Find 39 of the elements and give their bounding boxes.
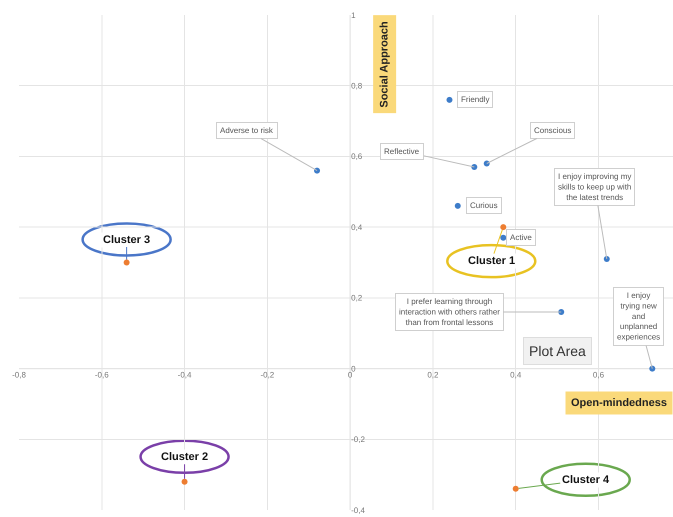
x-axis-title: Open-mindedness [571, 397, 667, 409]
point [454, 202, 461, 209]
annotation: I enjoy improving my skills to keep up with the latest trends [558, 172, 632, 202]
annotation: Friendly [461, 95, 490, 104]
annotation: Reflective [384, 147, 420, 156]
y-tick-label: 0,8 [351, 82, 363, 91]
x-tick-label: -0,6 [94, 370, 110, 380]
annotation: Cluster 1 [468, 255, 516, 267]
y-tick-label: -0,4 [351, 506, 366, 515]
annotation: Cluster 3 [103, 234, 150, 246]
point [446, 96, 452, 103]
y-tick-label: -0,2 [351, 435, 366, 444]
y-tick-label: 0,4 [351, 222, 363, 232]
x-tick-label: -0,2 [260, 370, 275, 380]
point [500, 224, 506, 230]
point [124, 260, 130, 266]
annotation: Plot Area [529, 343, 586, 359]
annotation: I enjoy trying new and unplanned experiences [617, 291, 660, 342]
annotation: Cluster 2 [161, 451, 208, 463]
x-tick-label: 0,2 [427, 370, 440, 380]
x-tick-label: 0,6 [592, 370, 605, 380]
annotation: Curious [470, 201, 498, 210]
point [182, 478, 188, 485]
y-axis-title: Social Approach [378, 20, 391, 108]
annotation: Adverse to risk [220, 126, 274, 135]
y-tick-label: 0,6 [351, 152, 363, 162]
annotation: Conscious [534, 126, 572, 135]
point [512, 486, 519, 492]
point [314, 168, 320, 174]
y-tick-label: 0 [351, 364, 356, 374]
x-tick-label: -0,4 [178, 370, 192, 380]
y-tick-label: 0,2 [351, 294, 363, 303]
annotation: I prefer learning through interaction with others rather than from frontal lessons [399, 297, 500, 327]
annotation: Cluster 4 [562, 474, 610, 486]
y-tick-label: 1 [351, 10, 356, 20]
point [500, 234, 506, 241]
x-tick-label: -0,8 [12, 370, 26, 380]
x-tick-label: 0,4 [510, 370, 522, 380]
annotation: Active [510, 233, 532, 242]
